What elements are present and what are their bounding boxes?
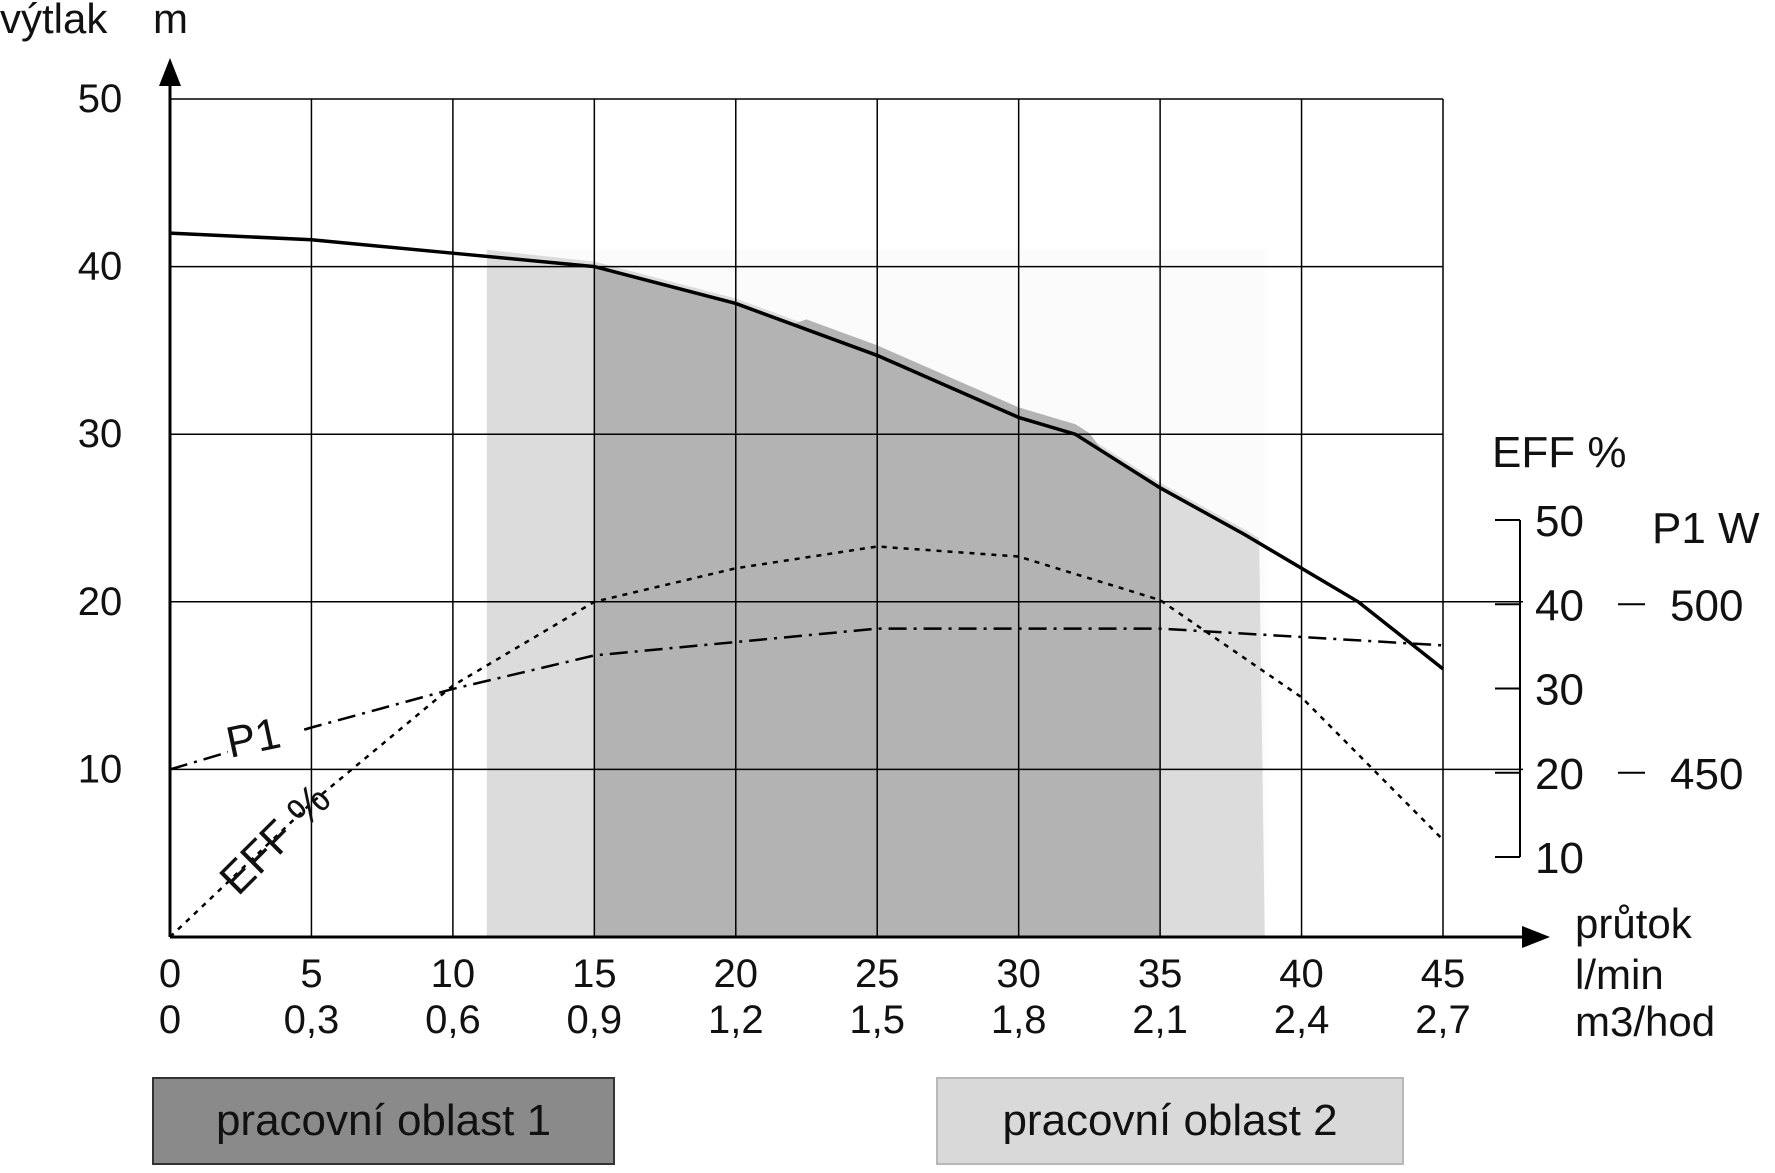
x-tick-label-m3h: 0 — [159, 998, 181, 1042]
eff-tick-label: 40 — [1535, 581, 1584, 630]
x-tick-label-m3h: 2,1 — [1132, 998, 1188, 1042]
x-tick-label-m3h: 0,3 — [284, 998, 340, 1042]
eff-tick-label: 20 — [1535, 750, 1584, 799]
x-tick-label-lmin: 10 — [431, 952, 476, 996]
x-tick-label-m3h: 2,7 — [1415, 998, 1471, 1042]
p1-tick-label: 500 — [1670, 581, 1743, 630]
y-tick-label: 30 — [78, 412, 123, 456]
efficiency-curve-label: EFF % — [210, 774, 340, 904]
legend-working-area-1: pracovní oblast 1 — [152, 1077, 615, 1165]
x-tick-label-lmin: 15 — [572, 952, 617, 996]
y-tick-label: 50 — [78, 77, 123, 121]
x-tick-label-m3h: 1,8 — [991, 998, 1047, 1042]
y-axis-arrow — [159, 58, 181, 86]
p1-tick-label: 450 — [1670, 750, 1743, 799]
legend-working-area-2: pracovní oblast 2 — [936, 1077, 1404, 1165]
x-axis-label: průtok — [1575, 900, 1693, 947]
y-tick-label: 40 — [78, 245, 123, 289]
x-tick-label-lmin: 20 — [714, 952, 759, 996]
y-axis-unit: m — [153, 0, 188, 42]
eff-tick-label: 30 — [1535, 666, 1584, 715]
x-tick-label-m3h: 0,9 — [567, 998, 623, 1042]
y-tick-label: 20 — [78, 580, 123, 624]
x-tick-label-lmin: 35 — [1138, 952, 1183, 996]
x-tick-label-m3h: 0,6 — [425, 998, 481, 1042]
x-tick-label-lmin: 0 — [159, 952, 181, 996]
x-axis-unit-lmin: l/min — [1575, 951, 1664, 998]
x-axis-arrow — [1522, 926, 1550, 948]
x-tick-label-m3h: 2,4 — [1274, 998, 1330, 1042]
x-axis-unit-m3h: m3/hod — [1575, 998, 1715, 1045]
eff-axis-label: EFF % — [1492, 428, 1626, 477]
y-tick-label: 10 — [78, 747, 123, 791]
legend-working-area-2-label: pracovní oblast 2 — [1002, 1096, 1337, 1146]
x-tick-label-lmin: 45 — [1421, 952, 1466, 996]
x-tick-label-m3h: 1,5 — [849, 998, 905, 1042]
legend-working-area-1-label: pracovní oblast 1 — [216, 1096, 551, 1146]
x-tick-label-lmin: 30 — [996, 952, 1041, 996]
p1-axis-label: P1 W — [1652, 504, 1760, 553]
x-tick-label-lmin: 25 — [855, 952, 900, 996]
x-tick-label-lmin: 40 — [1279, 952, 1324, 996]
eff-tick-label: 10 — [1535, 834, 1584, 883]
y-axis-label: výtlak — [0, 0, 108, 42]
eff-tick-label: 50 — [1535, 497, 1584, 546]
x-tick-label-lmin: 5 — [300, 952, 322, 996]
x-tick-label-m3h: 1,2 — [708, 998, 764, 1042]
